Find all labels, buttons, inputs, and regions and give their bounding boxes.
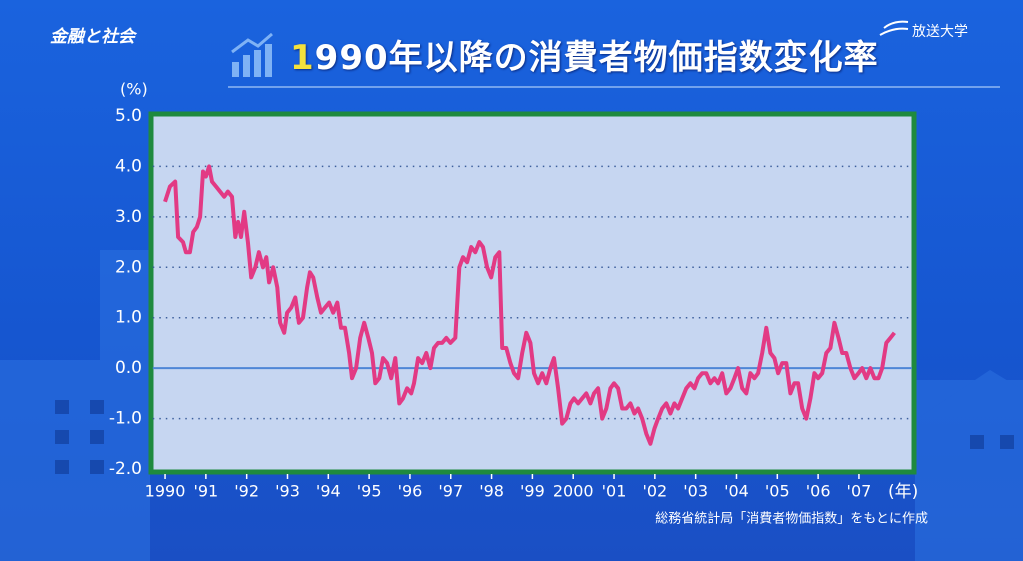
x-tick-label: '99 (520, 482, 545, 501)
title-icon (231, 32, 273, 77)
x-tick-label: '94 (316, 482, 341, 501)
plot-area (148, 111, 917, 475)
x-tick-label: '06 (806, 482, 831, 501)
x-tick-label: '91 (193, 482, 218, 501)
y-tick-label: -2.0 (109, 459, 142, 479)
chart-title: 1990年以降の消費者物価指数変化率 (290, 38, 879, 78)
y-tick-label: 1.0 (115, 308, 142, 328)
x-tick-label: '97 (438, 482, 463, 501)
program-name: 金融と社会 (50, 27, 138, 47)
logo: 放送大学 (912, 24, 968, 40)
y-tick-label: 4.0 (115, 156, 142, 176)
x-tick-label: '92 (234, 482, 259, 501)
logo-icon (879, 20, 909, 36)
x-tick-label: '02 (642, 482, 667, 501)
y-unit-label: (%) (120, 80, 148, 99)
x-tick-label: '93 (275, 482, 300, 501)
x-tick-label: '98 (479, 482, 504, 501)
x-tick-label: '03 (683, 482, 708, 501)
background-windows (55, 400, 1014, 474)
x-tick-label: '95 (357, 482, 382, 501)
x-tick-label: '05 (765, 482, 790, 501)
x-tick-label: 2000 (553, 482, 594, 501)
x-tick-label: 1990 (145, 482, 186, 501)
background-buildings (0, 250, 1023, 561)
y-tick-label: 3.0 (115, 207, 142, 227)
x-unit-label: (年) (888, 482, 918, 502)
y-tick-label: 5.0 (115, 106, 142, 126)
y-tick-label: 2.0 (115, 257, 142, 277)
x-tick-label: '04 (724, 482, 749, 501)
source: 総務省統計局「消費者物価指数」をもとに作成 (655, 511, 928, 527)
x-tick-label: '96 (398, 482, 423, 501)
cpi-line (163, 164, 896, 446)
x-tick-label: '07 (847, 482, 872, 501)
y-tick-label: -1.0 (109, 409, 142, 429)
x-tick-label: '01 (602, 482, 627, 501)
y-tick-label: 0.0 (115, 358, 142, 378)
